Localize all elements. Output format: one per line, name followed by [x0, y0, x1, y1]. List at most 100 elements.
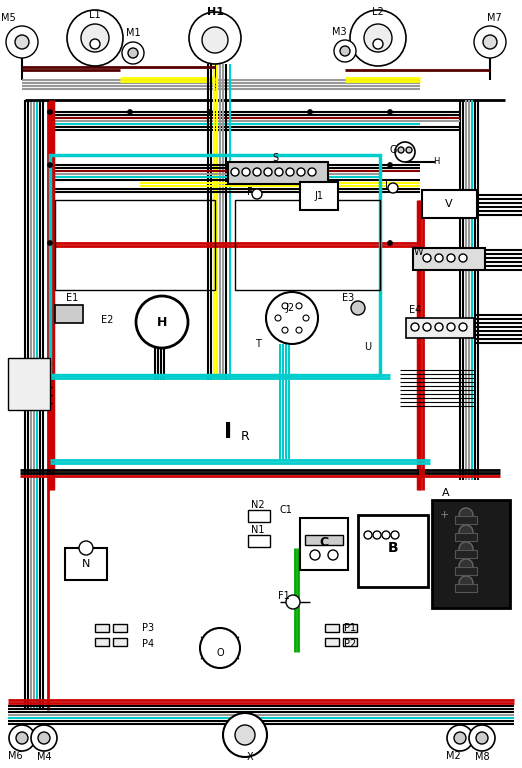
Circle shape — [48, 240, 53, 246]
Bar — [343, 624, 357, 632]
Circle shape — [252, 189, 262, 199]
Text: C: C — [319, 535, 328, 548]
Text: E4: E4 — [409, 305, 421, 315]
Circle shape — [235, 725, 255, 745]
Circle shape — [48, 110, 53, 114]
Circle shape — [286, 595, 300, 609]
Circle shape — [459, 508, 473, 522]
Bar — [248, 510, 270, 522]
Circle shape — [297, 168, 305, 176]
Bar — [228, 162, 328, 184]
Circle shape — [310, 550, 320, 560]
Bar — [65, 548, 107, 580]
Circle shape — [208, 110, 212, 114]
Text: T: T — [255, 339, 261, 349]
Circle shape — [447, 725, 473, 751]
Circle shape — [31, 725, 57, 751]
Circle shape — [303, 315, 309, 321]
Circle shape — [474, 26, 506, 58]
Bar — [432, 500, 510, 608]
Text: U: U — [364, 342, 372, 352]
Circle shape — [296, 303, 302, 309]
Circle shape — [459, 576, 473, 590]
Bar — [455, 584, 477, 592]
Circle shape — [328, 550, 338, 560]
Circle shape — [459, 323, 467, 331]
Text: B: B — [388, 541, 398, 555]
Circle shape — [351, 301, 365, 315]
Circle shape — [447, 323, 455, 331]
Circle shape — [459, 254, 467, 262]
Text: P2: P2 — [344, 639, 356, 649]
Circle shape — [395, 142, 415, 162]
Bar — [413, 248, 485, 270]
Circle shape — [253, 168, 261, 176]
Circle shape — [469, 725, 495, 751]
Text: M3: M3 — [331, 27, 346, 37]
Bar — [248, 535, 270, 547]
Circle shape — [459, 542, 473, 556]
Bar — [358, 515, 428, 587]
Circle shape — [308, 168, 316, 176]
Bar — [8, 358, 50, 410]
Text: M2: M2 — [446, 751, 460, 761]
Text: N1: N1 — [251, 525, 265, 535]
Bar — [55, 200, 215, 290]
Circle shape — [266, 292, 318, 344]
Circle shape — [127, 110, 133, 114]
Text: M6: M6 — [8, 751, 22, 761]
Circle shape — [81, 24, 109, 52]
Text: W: W — [413, 247, 423, 257]
Text: -H: -H — [431, 157, 441, 167]
Circle shape — [296, 327, 302, 333]
Bar — [325, 638, 339, 646]
Circle shape — [48, 163, 53, 167]
Bar — [343, 638, 357, 646]
Text: I: I — [224, 422, 232, 442]
Text: H1: H1 — [207, 7, 223, 17]
Circle shape — [9, 725, 35, 751]
Circle shape — [435, 254, 443, 262]
Text: M1: M1 — [126, 28, 140, 38]
Circle shape — [435, 323, 443, 331]
Text: H: H — [157, 316, 167, 329]
Text: P3: P3 — [142, 623, 154, 633]
Circle shape — [373, 39, 383, 49]
Circle shape — [411, 323, 419, 331]
Circle shape — [15, 35, 29, 49]
Circle shape — [242, 168, 250, 176]
Bar — [455, 533, 477, 541]
Bar — [455, 567, 477, 575]
Circle shape — [67, 10, 123, 66]
Text: M8: M8 — [474, 752, 489, 762]
Circle shape — [16, 732, 28, 744]
Circle shape — [200, 628, 240, 668]
Text: A: A — [442, 488, 450, 498]
Circle shape — [231, 168, 239, 176]
Text: M7: M7 — [487, 13, 501, 23]
Circle shape — [454, 732, 466, 744]
Circle shape — [307, 110, 313, 114]
Circle shape — [286, 168, 294, 176]
Bar — [305, 535, 343, 545]
Bar — [325, 624, 339, 632]
Circle shape — [189, 12, 241, 64]
Circle shape — [350, 10, 406, 66]
Circle shape — [447, 254, 455, 262]
Text: +: + — [440, 510, 449, 520]
Bar — [113, 638, 127, 646]
Circle shape — [423, 254, 431, 262]
Text: L2: L2 — [372, 7, 384, 17]
Text: N2: N2 — [251, 500, 265, 510]
Circle shape — [90, 39, 100, 49]
Circle shape — [128, 48, 138, 58]
Text: F: F — [247, 187, 253, 197]
Text: L1: L1 — [89, 10, 101, 20]
Text: J: J — [385, 180, 387, 190]
Circle shape — [282, 327, 288, 333]
Circle shape — [387, 163, 393, 167]
Circle shape — [334, 40, 356, 62]
Bar — [300, 518, 348, 570]
Circle shape — [275, 168, 283, 176]
Bar — [406, 318, 474, 338]
